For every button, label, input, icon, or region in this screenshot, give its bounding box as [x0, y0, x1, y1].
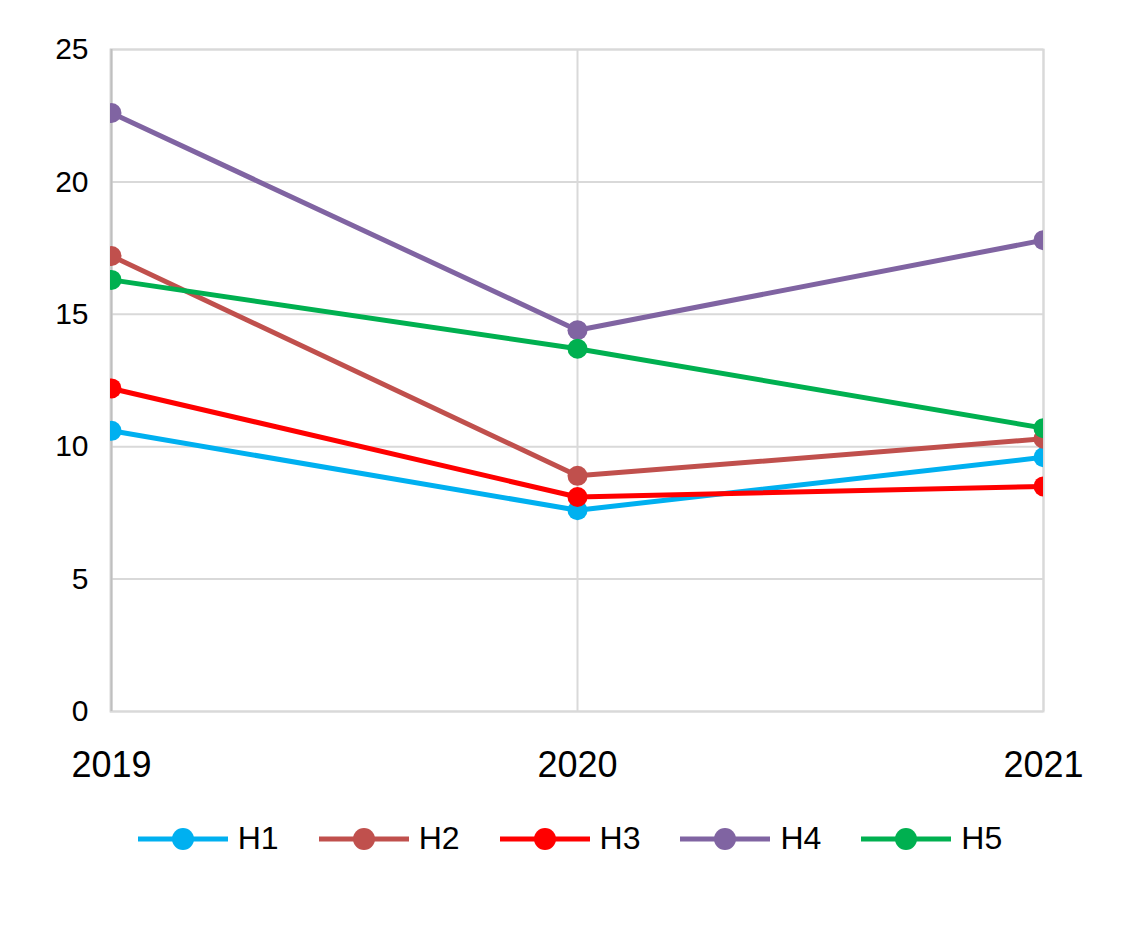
svg-text:25: 25: [55, 32, 88, 65]
svg-text:15: 15: [55, 297, 88, 330]
svg-text:10: 10: [55, 429, 88, 462]
svg-text:0: 0: [72, 694, 89, 727]
svg-text:5: 5: [72, 562, 89, 595]
html-text:H5: H5: [961, 820, 1003, 856]
html-text:H2: H2: [418, 820, 460, 856]
svg-text:2020: 2020: [537, 744, 617, 785]
html-text:H3: H3: [599, 820, 641, 856]
html-text:H4: H4: [780, 820, 822, 856]
svg-text:20: 20: [55, 165, 88, 198]
svg-text:2019: 2019: [71, 744, 151, 785]
html-text:H1: H1: [237, 820, 279, 856]
svg-text:2021: 2021: [1003, 744, 1083, 785]
